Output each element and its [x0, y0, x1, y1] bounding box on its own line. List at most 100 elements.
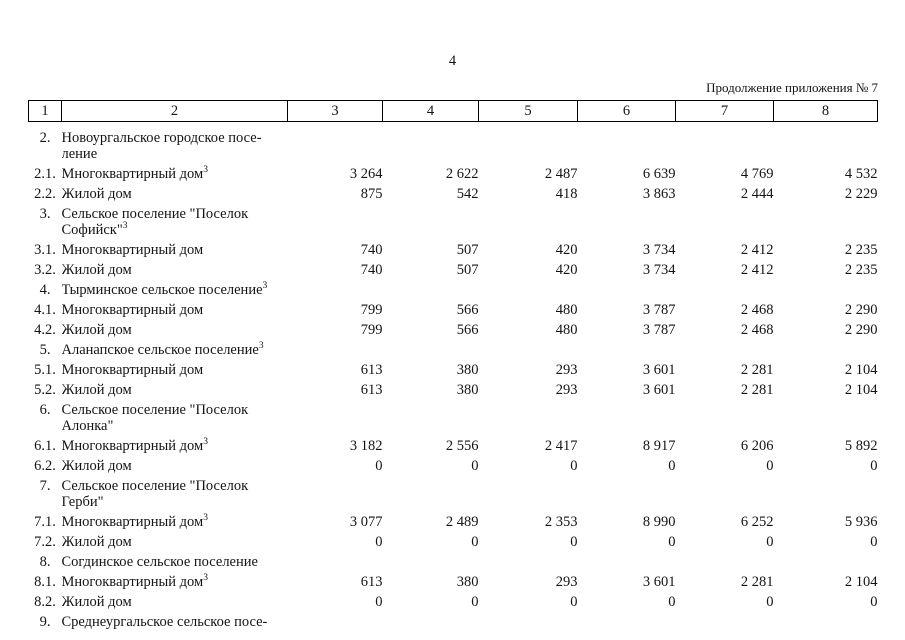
cell-value: 740	[360, 242, 383, 258]
cell-value: 0	[766, 594, 774, 610]
row-label: Сельское поселение "Поселок Софийск"3	[61, 206, 249, 238]
row-number: 8.2.	[34, 594, 56, 610]
cell-value: 6 639	[642, 166, 676, 182]
cell-value: 0	[375, 534, 383, 550]
column-header: 4	[382, 100, 479, 122]
cell-value	[774, 612, 878, 632]
table-row: 4. Тырминское сельское поселение3	[29, 280, 878, 300]
row-label: Жилой дом	[61, 534, 132, 550]
column-header: 3	[287, 100, 383, 122]
footnote-ref: 3	[262, 281, 268, 292]
cell-value: 2 468	[740, 322, 774, 338]
cell-value	[578, 204, 676, 240]
row-number: 4.	[39, 282, 51, 298]
row-number: 3.2.	[34, 262, 56, 278]
cell-value: 2 235	[844, 242, 878, 258]
cell-value: 420	[555, 242, 578, 258]
cell-value	[479, 400, 578, 436]
cell-value: 799	[360, 322, 383, 338]
cell-value: 6 252	[740, 514, 774, 530]
table-row: 6.1. Многоквартирный дом3 3 182 2 556 2 417 8…	[29, 436, 878, 456]
cell-value	[479, 122, 578, 165]
footnote-ref: 3	[203, 513, 208, 524]
cell-value: 3 787	[642, 302, 676, 318]
cell-value: 0	[570, 458, 578, 474]
table-row: 2.1. Многоквартирный дом3 3 264 2 622 2 487 6…	[29, 164, 878, 184]
row-label: Жилой дом	[61, 186, 132, 202]
cell-value: 8 917	[642, 438, 676, 454]
row-number: 3.	[39, 206, 51, 222]
cell-value	[479, 280, 578, 300]
table-row: 8.2. Жилой дом 0 0 0 0 0 0	[29, 592, 877, 612]
row-number: 5.2.	[34, 382, 56, 398]
cell-value	[288, 340, 383, 360]
row-label: Сельское поселение "Поселок Алонка"	[61, 402, 249, 434]
cell-value: 799	[360, 302, 383, 318]
table-body: 2. Новоургальское городское посе-ление 2.1…	[29, 122, 878, 633]
cell-value	[578, 552, 676, 572]
row-number: 7.1.	[34, 514, 56, 530]
row-number: 7.2.	[34, 534, 56, 550]
cell-value: 566	[456, 322, 479, 338]
cell-value: 5 892	[844, 438, 878, 454]
cell-value: 2 556	[445, 438, 479, 454]
cell-value: 3 601	[642, 574, 676, 590]
table-row: 2. Новоургальское городское посе-ление	[29, 122, 878, 165]
cell-value: 4 769	[740, 166, 774, 182]
cell-value: 2 290	[844, 302, 878, 318]
cell-value	[676, 340, 774, 360]
table-row: 3.1. Многоквартирный дом 740 507 420 3 734 2 4…	[29, 240, 878, 260]
footnote-ref: 3	[258, 341, 264, 352]
column-header: 6	[577, 100, 676, 122]
cell-value: 2 235	[844, 262, 878, 278]
cell-value: 2 290	[844, 322, 878, 338]
column-header: 8	[773, 100, 878, 122]
table-row: 4.1. Многоквартирный дом 799 566 480 3 787 2 4…	[29, 300, 878, 320]
cell-value: 2 104	[844, 574, 878, 590]
row-label: Согдинское сельское поселение	[61, 554, 258, 570]
cell-value	[383, 612, 479, 632]
cell-value	[774, 476, 878, 512]
cell-value: 507	[456, 262, 479, 278]
cell-value	[383, 122, 479, 165]
cell-value: 380	[456, 382, 479, 398]
footnote-ref: 3	[203, 573, 208, 584]
cell-value	[479, 612, 578, 632]
row-label: Многоквартирный дом3	[61, 513, 208, 530]
row-number: 2.1.	[34, 166, 56, 182]
table-row: 7.2. Жилой дом 0 0 0 0 0 0	[29, 532, 878, 552]
cell-value: 2 281	[740, 362, 774, 378]
row-label: Сельское поселение "Поселок Герби"	[61, 478, 249, 510]
page-number: 4	[448, 53, 457, 69]
cell-value: 0	[471, 594, 479, 610]
cell-value: 2 412	[740, 242, 774, 258]
row-number: 5.1.	[34, 362, 56, 378]
cell-value	[676, 476, 774, 512]
cell-value: 3 601	[642, 362, 676, 378]
cell-value: 418	[555, 186, 578, 202]
cell-value: 8 990	[642, 514, 676, 530]
row-label: Многоквартирный дом	[61, 362, 204, 378]
cell-value: 2 444	[740, 186, 774, 202]
cell-value: 4 532	[844, 166, 878, 182]
row-label: Многоквартирный дом	[61, 242, 204, 258]
cell-value: 0	[471, 534, 479, 550]
table-row: 3.2. Жилой дом 740 507 420 3 734 2 412 2 235	[29, 260, 878, 280]
cell-value	[774, 340, 878, 360]
table-row: 5. Аланапское сельское поселение3	[29, 340, 878, 360]
cell-value	[676, 280, 774, 300]
cell-value: 0	[870, 534, 878, 550]
cell-value: 3 601	[642, 382, 676, 398]
cell-value	[676, 400, 774, 436]
row-number: 6.2.	[34, 458, 56, 474]
cell-value: 3 264	[349, 166, 383, 182]
cell-value	[676, 552, 774, 572]
cell-value: 875	[360, 186, 383, 202]
cell-value: 2 622	[445, 166, 479, 182]
cell-value: 2 104	[844, 362, 878, 378]
cell-value	[774, 280, 878, 300]
cell-value	[774, 400, 878, 436]
row-number: 8.1.	[34, 574, 56, 590]
